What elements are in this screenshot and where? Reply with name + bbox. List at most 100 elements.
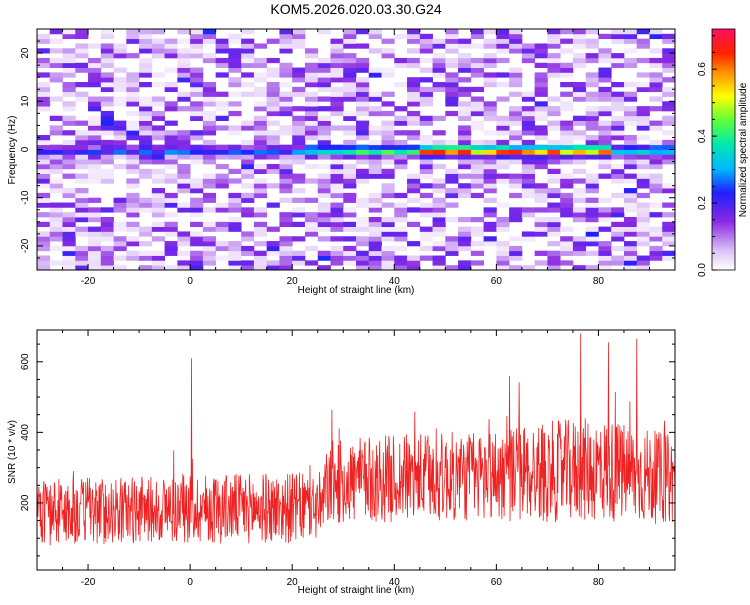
heatmap-cell: [636, 149, 650, 155]
heatmap-cell: [572, 33, 587, 40]
heatmap-cell: [228, 33, 242, 40]
heatmap-cell: [547, 168, 561, 174]
heatmap-cell: [509, 106, 523, 112]
heatmap-cell: [177, 231, 191, 237]
heatmap-cell: [470, 120, 484, 126]
heatmap-cell: [521, 149, 536, 155]
heatmap-cell: [534, 125, 548, 131]
heatmap-cell: [100, 216, 114, 223]
heatmap-cell: [662, 115, 676, 121]
heatmap-cell: [279, 144, 293, 150]
heatmap-cell: [470, 72, 484, 78]
heatmap-cell: [37, 149, 51, 155]
heatmap-cell: [75, 226, 89, 232]
heatmap-cell: [585, 173, 599, 179]
heatmap-cell: [37, 231, 51, 237]
heatmap-cell: [151, 154, 165, 160]
heatmap-cell: [509, 139, 523, 146]
heatmap-cell: [368, 221, 382, 228]
heatmap-cell: [483, 236, 497, 242]
heatmap-cell: [598, 77, 612, 83]
heatmap-cell: [509, 82, 523, 88]
heatmap-cell: [139, 250, 153, 256]
heatmap-cell: [88, 173, 102, 179]
heatmap-cell: [547, 241, 561, 247]
heatmap-cell: [623, 110, 638, 117]
colorbar-frame: [711, 28, 736, 271]
heatmap-cell: [496, 173, 510, 179]
heatmap-cell: [394, 212, 408, 218]
heatmap-cell: [88, 135, 102, 141]
heatmap-cell: [279, 168, 293, 174]
x-tick-label: 0: [187, 276, 193, 287]
heatmap-cell: [445, 139, 459, 146]
heatmap-cell: [623, 197, 638, 203]
heatmap-cell: [598, 72, 612, 78]
heatmap-cell: [662, 149, 676, 155]
heatmap-cell: [623, 62, 638, 68]
heatmap-cell: [113, 135, 127, 141]
heatmap-cell: [662, 231, 676, 237]
heatmap-cell: [598, 163, 612, 170]
heatmap-cell: [483, 72, 497, 78]
heatmap-cell: [496, 216, 510, 223]
heatmap-cell: [113, 120, 127, 126]
heatmap-cell: [228, 216, 242, 223]
heatmap-cell: [62, 139, 76, 146]
heatmap-cell: [88, 207, 102, 213]
heatmap-cell: [394, 255, 408, 261]
heatmap-cell: [343, 163, 357, 170]
heatmap-cell: [164, 101, 178, 107]
heatmap-cell: [585, 57, 599, 64]
heatmap-cell: [598, 53, 612, 59]
heatmap-cell: [190, 91, 204, 97]
heatmap-cell: [496, 221, 510, 228]
heatmap-cell: [317, 115, 331, 121]
heatmap-cell: [202, 120, 217, 126]
heatmap-cell: [190, 197, 204, 203]
heatmap-cell: [304, 67, 319, 73]
heatmap-cell: [330, 57, 344, 64]
heatmap-cell: [636, 231, 650, 237]
heatmap-cell: [649, 178, 663, 184]
heatmap-cell: [598, 130, 612, 136]
heatmap-cell: [100, 207, 114, 213]
heatmap-cell: [279, 221, 293, 228]
heatmap-cell: [458, 144, 472, 150]
heatmap-cell: [37, 106, 51, 112]
heatmap-cell: [330, 178, 344, 184]
heatmap-cell: [585, 154, 599, 160]
heatmap-cell: [649, 250, 663, 256]
heatmap-cell: [394, 130, 408, 136]
heatmap-cell: [432, 188, 446, 194]
heatmap-cell: [164, 202, 178, 208]
heatmap-cell: [496, 154, 510, 160]
heatmap-cell: [215, 101, 229, 107]
heatmap-cell: [547, 96, 561, 102]
heatmap-cell: [126, 226, 140, 232]
heatmap-cell: [662, 57, 676, 64]
heatmap-cell: [126, 135, 140, 141]
heatmap-cell: [88, 144, 102, 150]
colorbar-tick-label: 0.2: [697, 196, 708, 210]
heatmap-cell: [496, 33, 510, 40]
heatmap-cell: [623, 139, 638, 146]
heatmap-cell: [445, 168, 459, 174]
heatmap-cell: [292, 197, 306, 203]
heatmap-cell: [317, 106, 331, 112]
x-tick-label: 60: [491, 577, 503, 588]
heatmap-cell: [356, 106, 370, 112]
heatmap-cell: [343, 33, 357, 40]
heatmap-cell: [649, 106, 663, 112]
heatmap-cell: [496, 48, 510, 54]
heatmap-cell: [636, 115, 650, 121]
heatmap-cell: [228, 260, 242, 266]
heatmap-cell: [636, 260, 650, 266]
heatmap-cell: [88, 96, 102, 102]
heatmap-cell: [253, 207, 268, 213]
heatmap-cell: [100, 57, 114, 64]
heatmap-cell: [623, 106, 638, 112]
heatmap-cell: [534, 260, 548, 266]
heatmap-cell: [292, 86, 306, 93]
chart-title: KOM5.2026.020.03.30.G24: [270, 1, 441, 17]
